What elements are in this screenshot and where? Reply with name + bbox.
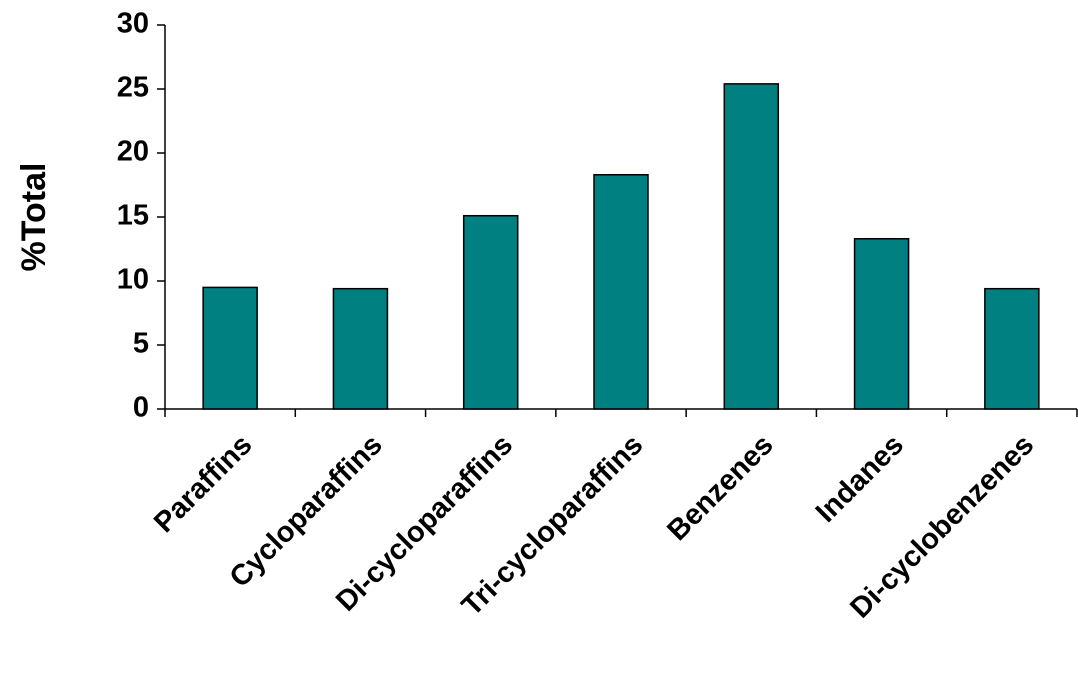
- bar: [462, 214, 519, 410]
- y-tick-label: 5: [133, 328, 149, 360]
- bar: [984, 287, 1040, 410]
- bar: [332, 287, 389, 410]
- x-tick-label: Indanes: [810, 429, 910, 529]
- bar: [853, 238, 910, 410]
- y-tick-label: 20: [117, 136, 149, 168]
- y-tick-label: 10: [117, 264, 149, 296]
- bar: [723, 83, 780, 410]
- y-axis-title: %Total: [15, 163, 53, 272]
- x-tick-label: Benzenes: [661, 429, 779, 547]
- bar: [593, 174, 649, 410]
- x-tick-label: Paraffins: [148, 429, 258, 539]
- y-tick-label: 15: [117, 200, 149, 232]
- y-tick-label: 30: [117, 8, 149, 40]
- y-tick-label: 25: [117, 72, 149, 104]
- y-tick-label: 0: [133, 392, 149, 424]
- bar: [202, 286, 258, 410]
